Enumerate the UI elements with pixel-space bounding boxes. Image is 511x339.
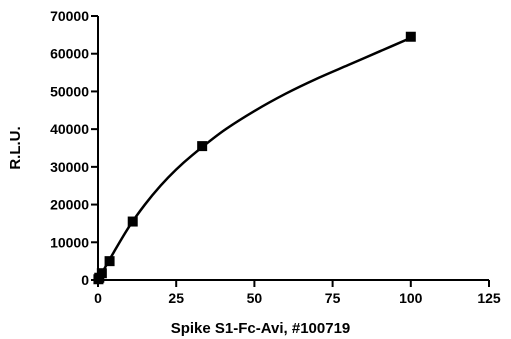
data-point [96, 268, 107, 279]
x-tick-label: 100 [399, 290, 423, 306]
x-axis: 0 25 50 75 100 125 [94, 279, 501, 306]
y-axis: 0 10000 20000 30000 40000 50000 60000 70000 [50, 8, 99, 288]
x-tick-label: 125 [477, 290, 501, 306]
x-tick-label: 50 [247, 290, 263, 306]
y-tick-label: 70000 [50, 8, 89, 24]
y-tick-label: 30000 [50, 159, 89, 175]
y-tick-label: 10000 [50, 234, 89, 250]
data-points [93, 31, 416, 285]
data-point [127, 216, 138, 227]
x-tick-label: 0 [94, 290, 102, 306]
fit-curve [96, 36, 412, 281]
y-tick-label: 50000 [50, 83, 89, 99]
data-point [405, 31, 416, 42]
y-axis-label: R.L.U. [7, 126, 24, 169]
data-point [197, 141, 208, 152]
y-tick-label: 20000 [50, 197, 89, 213]
x-tick-label: 25 [168, 290, 184, 306]
y-tick-label: 60000 [50, 46, 89, 62]
y-tick-label: 40000 [50, 121, 89, 137]
y-tick-label: 0 [81, 272, 89, 288]
x-tick-label: 75 [325, 290, 341, 306]
x-axis-label: Spike S1-Fc-Avi, #100719 [171, 320, 351, 337]
data-point [104, 256, 115, 267]
